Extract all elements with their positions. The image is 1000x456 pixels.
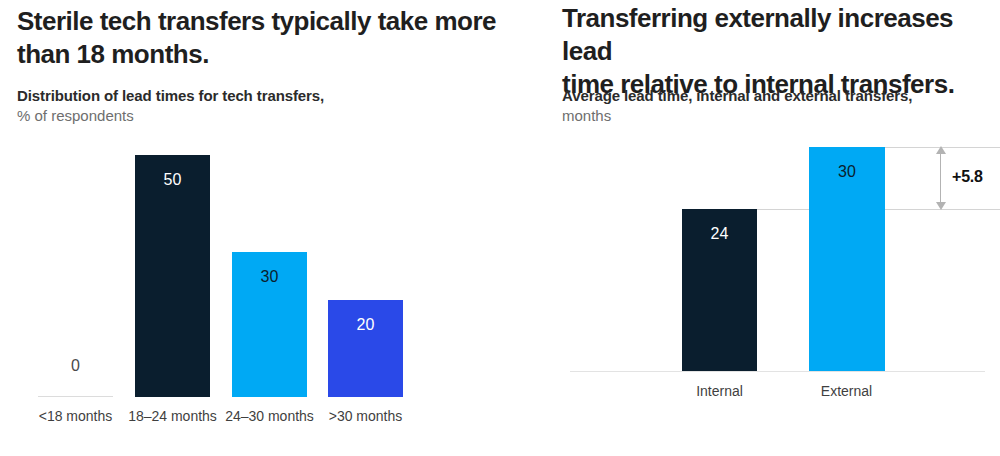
left-title-line2: than 18 months. bbox=[17, 39, 209, 69]
axis-label-gt30-months: >30 months bbox=[318, 407, 413, 426]
left-chart-unit-label: % of respondents bbox=[17, 107, 134, 124]
left-chart-title: Sterile tech transfers typically take mo… bbox=[17, 5, 496, 71]
left-title-line1: Sterile tech transfers typically take mo… bbox=[17, 6, 496, 36]
tech-transfer-infographic: Sterile tech transfers typically take mo… bbox=[0, 0, 1000, 456]
bar-value-internal: 24 bbox=[711, 225, 729, 243]
right-title-line1: Transferring externally increases lead bbox=[562, 3, 953, 66]
bar-18-24-months: 50 bbox=[135, 155, 210, 397]
bar-value-gt30-months: 20 bbox=[357, 316, 375, 334]
axis-label-external: External bbox=[799, 382, 894, 401]
x-axis-baseline bbox=[570, 371, 985, 372]
bar-external: 30 bbox=[809, 147, 885, 371]
bar-24-30-months: 30 bbox=[232, 252, 307, 397]
axis-label-lt18-months: <18 months bbox=[28, 407, 123, 426]
difference-arrow-up-icon bbox=[936, 146, 946, 154]
bar-gt30-months: 20 bbox=[328, 300, 403, 397]
bar-value-24-30-months: 30 bbox=[261, 268, 279, 286]
difference-annotation: +5.8 bbox=[952, 168, 983, 186]
zero-bar-baseline-segment bbox=[38, 396, 113, 397]
axis-label-internal: Internal bbox=[672, 382, 767, 401]
difference-arrow-line bbox=[940, 152, 941, 204]
difference-arrow-down-icon bbox=[936, 202, 946, 210]
bar-value-external: 30 bbox=[838, 163, 856, 181]
axis-label-18-24-months: 18–24 months bbox=[125, 407, 220, 426]
bar-value-18-24-months: 50 bbox=[164, 171, 182, 189]
right-chart-unit-label: months bbox=[562, 107, 611, 124]
axis-label-24-30-months: 24–30 months bbox=[222, 407, 317, 426]
left-chart-subtitle: Distribution of lead times for tech tran… bbox=[17, 87, 324, 104]
bar-internal: 24 bbox=[682, 209, 757, 371]
bar-value-lt18-months: 0 bbox=[38, 357, 113, 375]
right-chart-subtitle: Average lead time, internal and external… bbox=[562, 87, 912, 104]
